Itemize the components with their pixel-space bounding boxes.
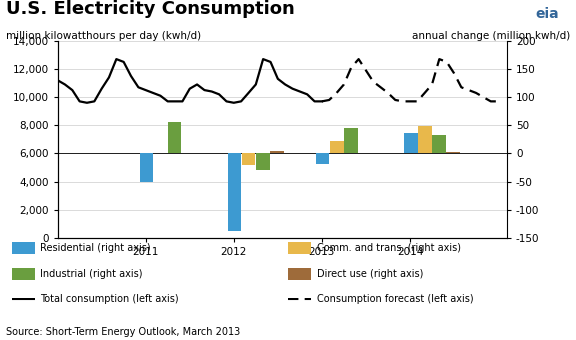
- Bar: [433, 135, 446, 153]
- Bar: [446, 152, 460, 153]
- Text: Source: Short-Term Energy Outlook, March 2013: Source: Short-Term Energy Outlook, March…: [6, 327, 240, 337]
- Bar: [270, 151, 283, 153]
- Bar: [242, 153, 256, 165]
- Text: annual change (million kwh/d): annual change (million kwh/d): [412, 31, 570, 40]
- Bar: [330, 141, 343, 153]
- Bar: [140, 153, 153, 182]
- Text: Residential (right axis): Residential (right axis): [40, 243, 151, 253]
- Text: Total consumption (left axis): Total consumption (left axis): [40, 294, 179, 304]
- Text: U.S. Electricity Consumption: U.S. Electricity Consumption: [6, 0, 294, 18]
- Bar: [316, 153, 329, 164]
- Bar: [168, 122, 181, 153]
- Text: Consumption forecast (left axis): Consumption forecast (left axis): [317, 294, 473, 304]
- Bar: [228, 153, 241, 231]
- Bar: [256, 153, 270, 170]
- Text: Industrial (right axis): Industrial (right axis): [40, 269, 143, 279]
- Text: Direct use (right axis): Direct use (right axis): [317, 269, 423, 279]
- Bar: [418, 126, 431, 153]
- Text: million kilowatthours per day (kwh/d): million kilowatthours per day (kwh/d): [6, 31, 201, 40]
- Bar: [404, 133, 418, 153]
- Text: Comm. and trans. (right axis): Comm. and trans. (right axis): [317, 243, 461, 253]
- Bar: [344, 128, 358, 153]
- Text: eia: eia: [535, 7, 559, 21]
